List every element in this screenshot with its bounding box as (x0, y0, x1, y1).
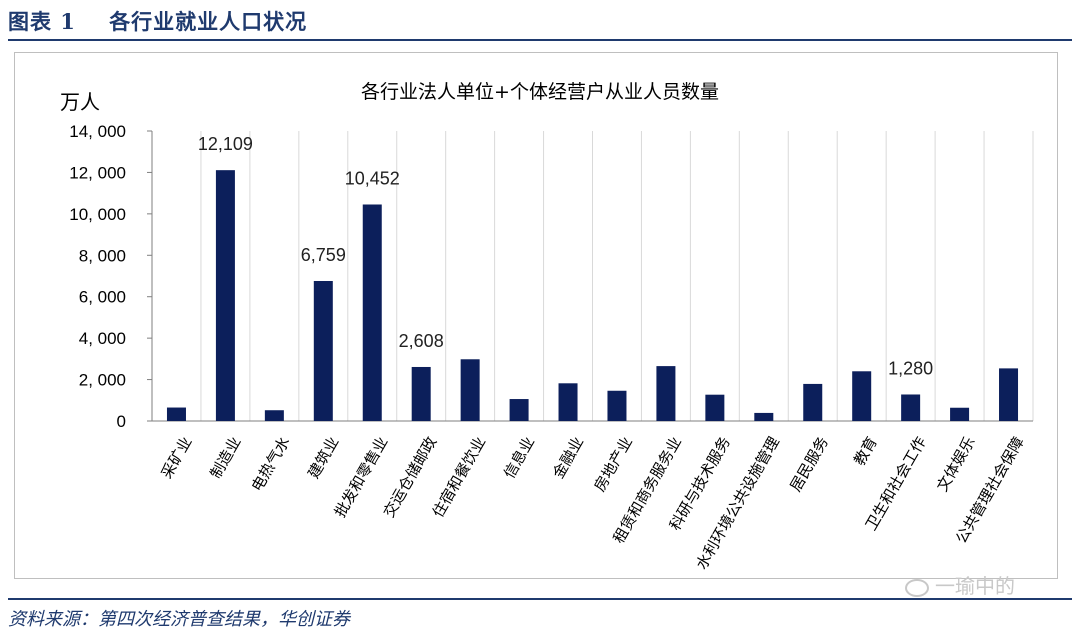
y-tick-label: 12, 000 (69, 163, 126, 182)
x-tick-label: 教育 (850, 434, 881, 469)
x-tick-label: 居民服务 (786, 434, 832, 495)
x-tick-label: 文体娱乐 (933, 434, 979, 495)
chart-frame (14, 52, 1058, 579)
x-tick-label: 电热气水 (248, 434, 294, 495)
y-tick-label: 2, 000 (79, 371, 126, 390)
bar (901, 394, 921, 421)
bar (215, 170, 235, 421)
watermark: 一瑜中的 (905, 570, 1015, 599)
footer-rule (8, 598, 1072, 600)
y-tick-label: 0 (117, 412, 126, 431)
source-note: 资料来源：第四次经济普查结果，华创证券 (8, 609, 350, 630)
y-tick-label: 6, 000 (79, 288, 126, 307)
bar (509, 399, 529, 421)
data-label: 1,280 (888, 358, 933, 378)
x-tick-label: 房地产业 (591, 434, 637, 495)
bar (754, 412, 774, 421)
y-tick-label: 8, 000 (79, 246, 126, 265)
data-label: 6,759 (301, 245, 346, 265)
bar (999, 368, 1019, 421)
bar (460, 359, 480, 421)
header-rule (8, 39, 1072, 41)
bar (607, 390, 627, 421)
y-tick-label: 10, 000 (69, 205, 126, 224)
y-tick-label: 4, 000 (79, 329, 126, 348)
x-tick-label: 金融业 (549, 434, 587, 482)
x-tick-label: 制造业 (206, 434, 244, 482)
x-tick-label: 采矿业 (158, 434, 196, 482)
y-axis-unit: 万人 (60, 90, 100, 114)
grid-lines (200, 131, 1034, 421)
figure-title: 各行业就业人口状况 (109, 9, 308, 34)
bars (166, 170, 1019, 421)
bar (950, 407, 970, 421)
y-tick-labels: 0 2, 000 4, 000 6, 000 8, 000 10, 000 12, 000 1… (69, 122, 126, 431)
data-labels: 12,109 6,759 10,452 2,608 1,280 (198, 134, 933, 378)
bar (852, 371, 872, 421)
axes (147, 130, 1033, 422)
x-tick-label: 建筑业 (304, 434, 342, 482)
bar (313, 280, 333, 421)
y-tick-label: 14, 000 (69, 122, 126, 141)
bar (656, 366, 676, 421)
wechat-icon (905, 578, 929, 597)
bar (411, 366, 431, 421)
bar (803, 383, 823, 421)
watermark-text: 一瑜中的 (935, 574, 1015, 598)
bar (166, 407, 186, 421)
data-label: 2,608 (399, 331, 444, 351)
bar (362, 204, 382, 421)
bar (558, 383, 578, 421)
figure-header: 图表 1 各行业就业人口状况 (8, 6, 307, 36)
data-label: 12,109 (198, 134, 253, 154)
x-tick-label: 信息业 (500, 434, 538, 482)
data-label: 10,452 (345, 168, 400, 188)
chart-title: 各行业法人单位+个体经营户从业人员数量 (361, 81, 719, 103)
bar (264, 410, 284, 421)
bar (705, 394, 725, 421)
figure-label: 图表 1 (8, 9, 76, 34)
